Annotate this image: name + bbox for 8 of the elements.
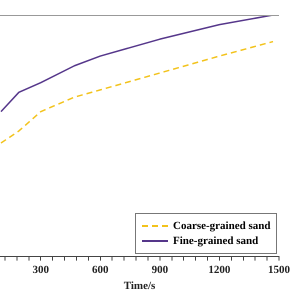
legend-label: Fine-grained sand <box>173 234 258 247</box>
x-tick-label: 1500 <box>268 264 290 276</box>
x-axis-title: Time/s <box>124 280 156 292</box>
x-tick-label: 1200 <box>208 264 231 276</box>
x-tick-label: 300 <box>32 264 50 276</box>
legend-label: Coarse-grained sand <box>173 220 270 232</box>
x-tick-label: 600 <box>92 264 110 276</box>
x-tick-label: 900 <box>152 264 169 276</box>
